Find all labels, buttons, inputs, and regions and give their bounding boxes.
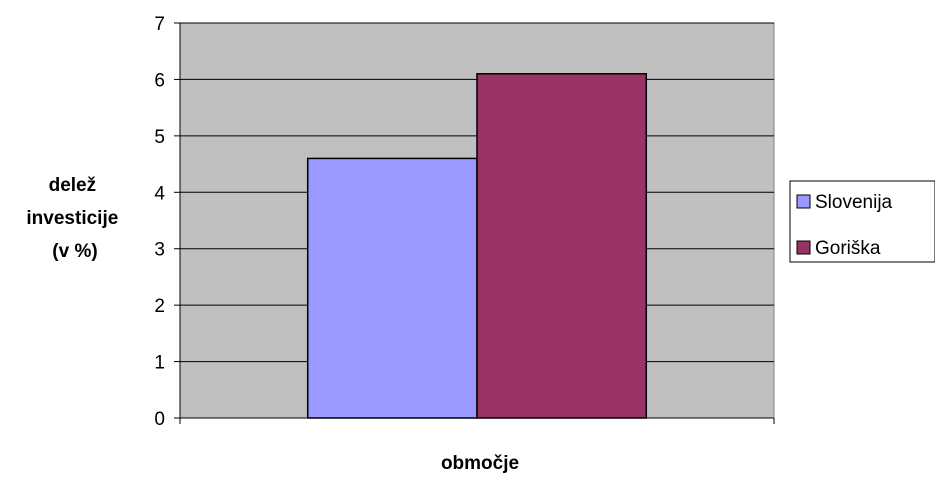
y-axis-title-line-2: investicije (26, 208, 118, 229)
legend-label-goriška: Goriška (815, 238, 881, 259)
y-axis-title-line-3: (v %) (52, 241, 97, 262)
legend-box (789, 180, 935, 263)
y-tick-label-6: 6 (154, 70, 165, 91)
y-axis-ticks: 0 1 2 3 4 5 6 7 (154, 14, 180, 430)
y-tick-label-3: 3 (154, 240, 165, 261)
legend: Slovenija Goriška (796, 192, 893, 259)
x-axis-title: območje (441, 453, 519, 474)
y-axis-title: delež investicije (v %) (26, 175, 123, 262)
legend-label-slovenija: Slovenija (815, 192, 893, 213)
y-tick-label-0: 0 (154, 409, 165, 430)
legend-swatch-slovenija (796, 194, 811, 209)
y-tick-label-4: 4 (154, 183, 165, 204)
legend-swatch-goriška (796, 240, 811, 255)
bars (306, 73, 648, 419)
bar-slovenija (306, 157, 478, 419)
y-tick-label-7: 7 (154, 14, 165, 35)
y-tick-label-1: 1 (154, 353, 165, 374)
y-axis-title-line-1: delež (49, 175, 97, 196)
bar-goriška (476, 73, 648, 419)
y-tick-label-5: 5 (154, 127, 165, 148)
y-tick-label-2: 2 (154, 296, 165, 317)
